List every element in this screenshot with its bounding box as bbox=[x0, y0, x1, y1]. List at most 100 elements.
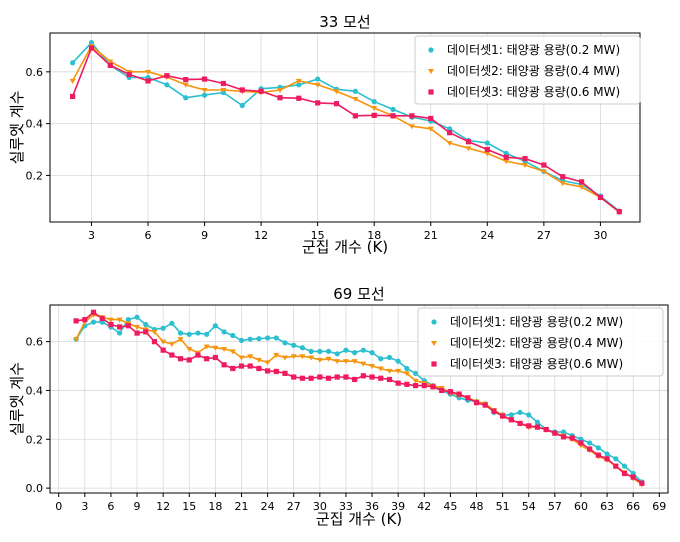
data-point bbox=[621, 463, 628, 469]
data-point bbox=[221, 346, 228, 352]
x-tick-label: 6 bbox=[107, 500, 114, 513]
data-point bbox=[465, 395, 471, 401]
data-point bbox=[503, 154, 509, 160]
data-point bbox=[377, 366, 384, 372]
data-point bbox=[160, 339, 167, 345]
data-point bbox=[239, 102, 245, 109]
data-point bbox=[352, 88, 358, 94]
data-point bbox=[238, 363, 245, 369]
data-point bbox=[386, 368, 393, 374]
data-point bbox=[595, 445, 601, 451]
x-tick-label: 9 bbox=[201, 229, 208, 242]
data-point bbox=[587, 440, 593, 446]
data-point bbox=[439, 387, 445, 394]
data-point bbox=[290, 354, 297, 360]
x-tick-label: 45 bbox=[443, 500, 457, 513]
data-point bbox=[552, 430, 558, 436]
data-point bbox=[296, 82, 302, 88]
chart-title: 33 모선 bbox=[319, 13, 370, 31]
data-point bbox=[247, 363, 253, 369]
x-tick-label: 51 bbox=[496, 500, 510, 513]
data-point bbox=[201, 92, 208, 98]
data-point bbox=[168, 342, 175, 348]
y-tick-label: 0.4 bbox=[26, 384, 44, 397]
data-point bbox=[221, 329, 227, 335]
x-tick-label: 24 bbox=[261, 500, 275, 513]
legend-entry-1: 데이터셋1: 태양광 용량(0.2 MW) bbox=[450, 315, 623, 329]
data-point bbox=[258, 88, 264, 94]
legend-marker-circle bbox=[428, 47, 434, 53]
data-point bbox=[395, 380, 401, 386]
data-point bbox=[125, 323, 131, 329]
data-point bbox=[630, 474, 636, 480]
series-line-3 bbox=[71, 47, 620, 213]
data-point bbox=[352, 376, 358, 383]
data-point bbox=[578, 185, 585, 191]
data-point bbox=[325, 375, 332, 381]
x-tick-label: 57 bbox=[548, 500, 562, 513]
data-point bbox=[325, 348, 332, 354]
data-point bbox=[88, 45, 95, 51]
data-point bbox=[247, 336, 253, 342]
data-point bbox=[90, 319, 97, 325]
data-point bbox=[73, 337, 80, 343]
data-point bbox=[182, 82, 189, 88]
data-point bbox=[412, 382, 419, 389]
data-point bbox=[177, 337, 184, 343]
data-point bbox=[578, 179, 585, 185]
data-point bbox=[395, 368, 402, 374]
y-axis-label: 실루엣 계수 bbox=[8, 362, 26, 436]
legend-marker-square bbox=[431, 361, 437, 367]
data-point bbox=[343, 374, 349, 380]
data-point bbox=[229, 349, 236, 355]
data-point bbox=[265, 335, 271, 341]
data-point bbox=[378, 375, 384, 381]
data-point bbox=[508, 412, 514, 418]
data-point bbox=[221, 362, 227, 368]
data-point bbox=[203, 344, 210, 350]
data-point bbox=[238, 355, 245, 361]
data-point bbox=[334, 351, 340, 357]
data-point bbox=[277, 95, 283, 101]
y-tick-label: 0.2 bbox=[26, 169, 44, 182]
x-tick-label: 3 bbox=[81, 500, 88, 513]
data-point bbox=[212, 323, 218, 329]
data-point bbox=[295, 78, 302, 84]
data-point bbox=[484, 151, 491, 157]
data-point bbox=[299, 345, 306, 351]
data-point bbox=[559, 181, 566, 187]
data-point bbox=[613, 463, 619, 469]
data-point bbox=[177, 356, 184, 362]
data-point bbox=[408, 124, 415, 130]
data-point bbox=[108, 321, 114, 328]
data-point bbox=[352, 97, 359, 103]
legend: 데이터셋1: 태양광 용량(0.2 MW) 데이터셋2: 태양광 용량(0.4 M… bbox=[417, 307, 664, 377]
data-point bbox=[317, 374, 323, 380]
data-point bbox=[220, 80, 227, 87]
data-point bbox=[351, 359, 358, 365]
data-point bbox=[82, 317, 88, 323]
data-point bbox=[73, 318, 79, 324]
data-point bbox=[390, 113, 396, 119]
x-tick-label: 15 bbox=[182, 500, 196, 513]
data-point bbox=[70, 60, 76, 66]
y-tick-label: 0.0 bbox=[26, 482, 44, 495]
data-point bbox=[404, 365, 410, 372]
data-point bbox=[195, 330, 201, 336]
y-tick-label: 0.6 bbox=[26, 336, 44, 349]
data-point bbox=[604, 456, 610, 462]
data-point bbox=[386, 354, 393, 361]
plot-frame bbox=[49, 304, 669, 494]
legend-entry-1: 데이터셋1: 태양광 용량(0.2 MW) bbox=[447, 43, 620, 57]
data-point bbox=[308, 375, 314, 381]
data-point bbox=[371, 99, 377, 105]
data-point bbox=[543, 426, 549, 433]
data-point bbox=[334, 374, 340, 380]
x-tick-label: 18 bbox=[208, 500, 222, 513]
legend: 데이터셋1: 태양광 용량(0.2 MW) 데이터셋2: 태양광 용량(0.4 M… bbox=[414, 35, 641, 105]
data-point bbox=[342, 359, 349, 365]
data-point bbox=[117, 324, 123, 330]
legend-entry-2: 데이터셋2: 태양광 용량(0.4 MW) bbox=[450, 336, 623, 350]
legend-box bbox=[414, 35, 641, 105]
